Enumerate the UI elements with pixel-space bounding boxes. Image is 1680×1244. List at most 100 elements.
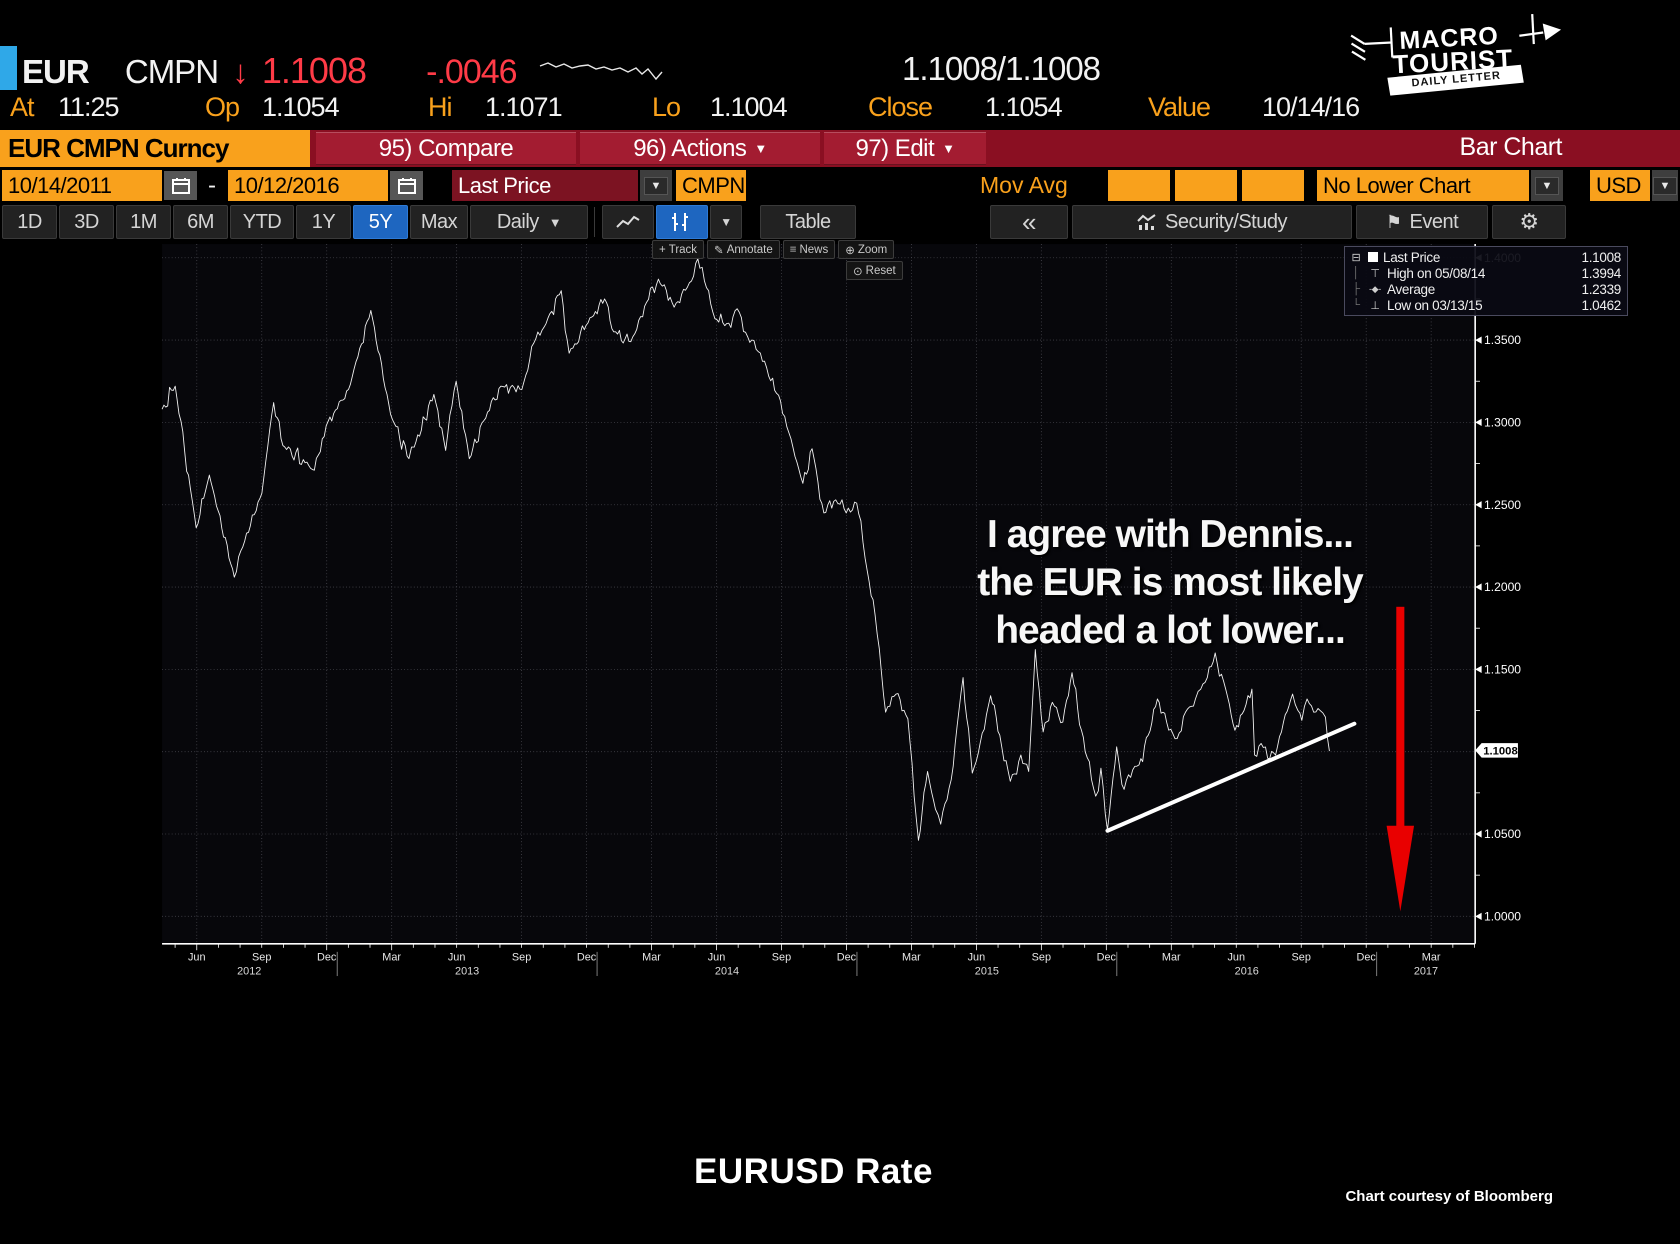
x-month-label: Mar <box>1422 952 1441 964</box>
annotation-line-1: I agree with Dennis... <box>987 513 1354 556</box>
bid-ask: 1.1008/1.1008 <box>902 50 1101 87</box>
mov-avg-input-1[interactable] <box>1108 170 1170 201</box>
tab-1m[interactable]: 1M <box>116 205 171 239</box>
line-chart-type-button[interactable] <box>602 205 654 239</box>
x-month-label: Sep <box>772 952 791 964</box>
y-tick-label: 1.3500 <box>1484 333 1521 347</box>
chevron-down-icon: ▼ <box>720 215 732 229</box>
x-month-label: Dec <box>837 952 857 964</box>
stat-label-lo: Lo <box>652 92 681 122</box>
zoom-button[interactable]: ⊕ Zoom <box>838 240 895 259</box>
y-tick-label: 1.3000 <box>1484 415 1521 429</box>
event-button[interactable]: ⚑ Event <box>1356 205 1488 239</box>
price-chart[interactable]: 1.40001.35001.30001.25001.20001.15001.05… <box>0 240 1680 1244</box>
pencil-icon: ✎ <box>714 244 724 257</box>
y-tick-marker <box>1475 830 1482 838</box>
chevron-down-icon: ▼ <box>643 176 669 195</box>
legend-row-high: │ ⊤ High on 05/08/14 1.3994 <box>1349 265 1622 281</box>
reset-zoom-button[interactable]: ⊙ Reset <box>846 261 903 280</box>
lower-chart-select[interactable]: No Lower Chart <box>1317 170 1529 201</box>
chart-credit: Chart courtesy of Bloomberg <box>1345 1188 1553 1205</box>
y-tick-label: 1.0500 <box>1484 827 1521 841</box>
date-to-field[interactable]: 10/12/2016 <box>228 170 388 201</box>
header-stats-row: At 11:25 Op 1.1054 Hi 1.1071 Lo 1.1004 C… <box>0 92 1460 124</box>
news-lines-icon: ≡ <box>789 243 797 256</box>
security-study-button[interactable]: Security/Study <box>1072 205 1352 239</box>
trendline-annotation <box>1105 721 1357 833</box>
annotation-line-2: the EUR is most likely <box>977 561 1363 604</box>
last-price-tag <box>1475 743 1518 758</box>
y-tick-marker <box>1475 336 1482 344</box>
annotation-line-3: headed a lot lower... <box>995 609 1346 652</box>
y-tick-label: 1.1500 <box>1484 662 1521 676</box>
stat-label-at: At <box>10 92 34 122</box>
tab-max[interactable]: Max <box>410 205 468 239</box>
y-tick-marker <box>1475 583 1482 591</box>
table-button[interactable]: Table <box>760 205 856 239</box>
x-month-label: Jun <box>1227 952 1245 964</box>
x-month-label: Sep <box>1032 952 1051 964</box>
tab-3d[interactable]: 3D <box>59 205 114 239</box>
x-month-label: Jun <box>448 952 466 964</box>
date-from-field[interactable]: 10/14/2011 <box>2 170 162 201</box>
compare-button[interactable]: 95) Compare <box>316 132 576 165</box>
price-line-series <box>161 258 1330 841</box>
x-year-label: 2014 <box>715 965 739 977</box>
y-tick-label: 1.0000 <box>1484 909 1521 923</box>
tab-6m[interactable]: 6M <box>173 205 228 239</box>
tab-1y[interactable]: 1Y <box>296 205 351 239</box>
tab-1d[interactable]: 1D <box>2 205 57 239</box>
chevron-down-icon: ▼ <box>754 141 767 156</box>
collapse-box-icon[interactable]: ⊟ <box>1351 251 1361 264</box>
tab-5y-active[interactable]: 5Y <box>353 205 408 239</box>
x-month-label: Sep <box>1292 952 1311 964</box>
source-field[interactable]: CMPN <box>676 170 746 201</box>
price-sparkline <box>539 62 663 81</box>
annotate-button[interactable]: ✎ Annotate <box>707 240 780 259</box>
low-marker-icon: ⊥ <box>1370 299 1380 312</box>
collapse-panel-button[interactable]: « <box>990 205 1068 239</box>
study-chart-icon <box>1137 213 1156 230</box>
currency-select[interactable]: USD <box>1590 170 1650 201</box>
tab-ytd[interactable]: YTD <box>230 205 294 239</box>
actions-button[interactable]: 96) Actions ▼ <box>580 132 820 165</box>
x-year-label: 2017 <box>1414 965 1438 977</box>
x-month-label: Sep <box>252 952 271 964</box>
edit-button[interactable]: 97) Edit ▼ <box>824 132 986 165</box>
settings-button[interactable]: ⚙ <box>1492 205 1566 239</box>
news-button[interactable]: ≡ News <box>782 240 836 259</box>
period-select[interactable]: Daily ▼ <box>470 205 588 239</box>
bar-chart-type-button[interactable] <box>656 205 708 239</box>
mov-avg-input-3[interactable] <box>1242 170 1304 201</box>
chart-legend[interactable]: ⊟ Last Price 1.1008 │ ⊤ High on 05/08/14… <box>1344 246 1628 316</box>
stat-value-lo: 1.1004 <box>710 92 788 122</box>
lower-chart-dropdown-arrow[interactable]: ▼ <box>1531 170 1563 201</box>
x-month-label: Dec <box>1357 952 1377 964</box>
track-button[interactable]: + Track <box>652 240 705 259</box>
x-month-label: Mar <box>1162 952 1181 964</box>
y-tick-marker <box>1475 418 1482 427</box>
y-tick-label: 1.2000 <box>1484 580 1521 594</box>
down-arrow-icon: ↓ <box>232 53 248 90</box>
x-year-label: 2012 <box>237 965 261 977</box>
price-type-dropdown-arrow[interactable]: ▼ <box>640 170 672 201</box>
chart-annotation-text: I agree with Dennis... the EUR is most l… <box>900 511 1440 655</box>
tree-line: │ <box>1352 267 1360 279</box>
line-chart-icon <box>616 215 640 228</box>
currency-dropdown-arrow[interactable]: ▼ <box>1652 170 1678 201</box>
tree-line: └ <box>1352 299 1360 311</box>
macro-tourist-logo: MACRO TOURIST DAILY LETTER <box>1350 14 1562 96</box>
security-field[interactable]: EUR CMPN Curncy <box>0 130 310 167</box>
x-month-label: Dec <box>1097 952 1117 964</box>
mov-avg-input-2[interactable] <box>1175 170 1237 201</box>
price-type-select[interactable]: Last Price <box>452 170 638 201</box>
gear-icon: ⚙ <box>1519 209 1539 234</box>
calendar-icon[interactable] <box>390 171 423 200</box>
y-tick-marker <box>1475 665 1482 673</box>
calendar-icon[interactable] <box>164 171 197 200</box>
x-month-label: Dec <box>317 952 337 964</box>
legend-row-average: ├ -◆- Average 1.2339 <box>1349 281 1621 297</box>
chart-type-dropdown[interactable]: ▼ <box>710 205 742 239</box>
magnifier-icon: ⊕ <box>845 244 855 257</box>
stat-value-hi: 1.1071 <box>485 92 563 122</box>
